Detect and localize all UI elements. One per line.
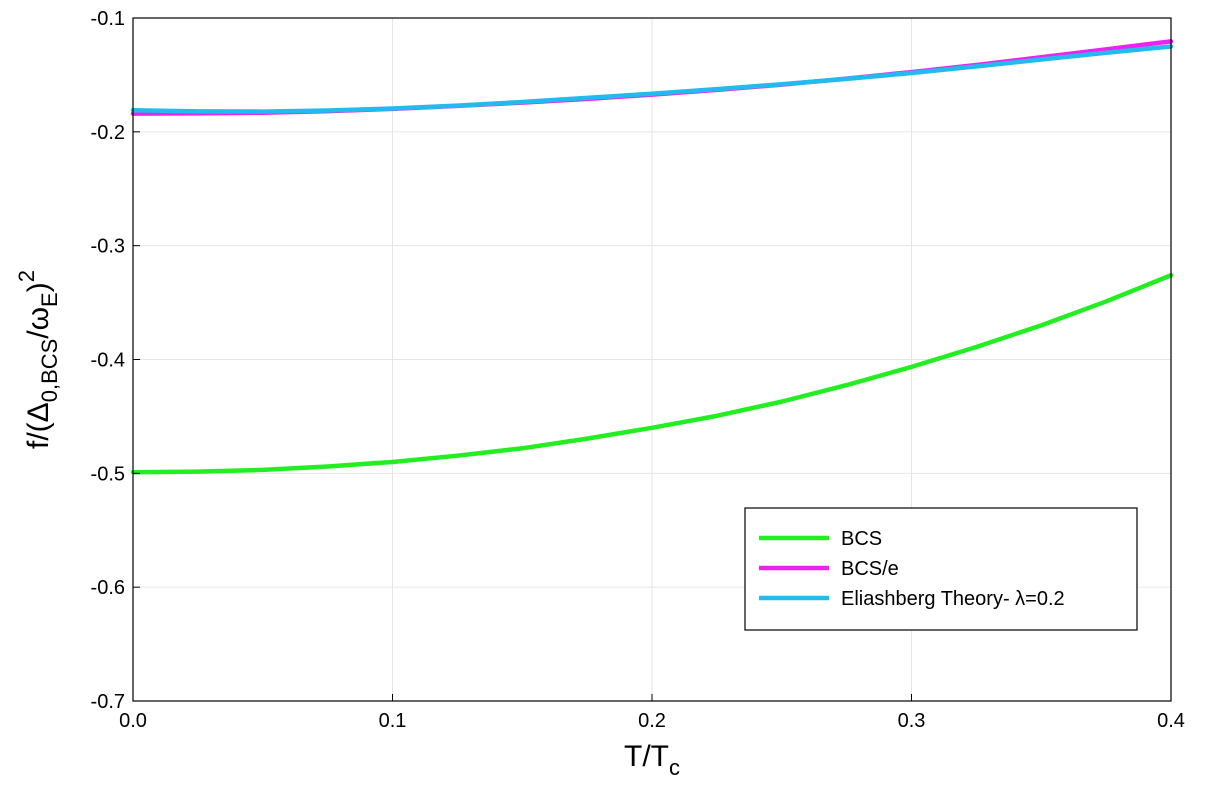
y-axis-title-delta: Δ (22, 402, 55, 422)
y-axis-title-mid: /ω (22, 307, 55, 339)
y-tick-label: -0.4 (91, 350, 125, 372)
y-tick-label: -0.1 (91, 8, 125, 30)
series-line-0 (130, 273, 1174, 475)
y-axis-title: f/(Δ0,BCS/ωE)2 (14, 270, 62, 449)
series-line-2 (130, 44, 1174, 114)
x-tick-label: 0.2 (638, 710, 666, 732)
y-tick-label: -0.7 (91, 691, 125, 713)
x-tick-label: 0.1 (379, 710, 407, 732)
y-axis-title-prefix: f/( (22, 422, 55, 449)
x-axis-title-main: T/T (624, 740, 669, 773)
x-tick-label: 0.4 (1157, 710, 1185, 732)
x-axis-title-subscript: c (669, 755, 680, 780)
x-tick-label: 0.3 (898, 710, 926, 732)
y-axis-title-sub1: 0,BCS (37, 339, 62, 403)
legend-label-1: BCS/e (841, 558, 899, 580)
x-tick-label: 0.0 (119, 710, 147, 732)
y-axis-title-sub2: E (37, 292, 62, 307)
y-axis-title-superscript: 2 (14, 270, 39, 282)
y-axis-title-close: ) (22, 282, 55, 292)
legend-label-2: Eliashberg Theory- λ=0.2 (841, 588, 1065, 610)
y-tick-label: -0.5 (91, 463, 125, 485)
y-tick-label: -0.2 (91, 122, 125, 144)
legend-label-0: BCS (841, 528, 882, 550)
y-tick-label: -0.3 (91, 236, 125, 258)
y-tick-label: -0.6 (91, 577, 125, 599)
series-lines (130, 39, 1174, 475)
legend: BCS BCS/e Eliashberg Theory- λ=0.2 (744, 507, 1138, 631)
x-axis-title: T/Tc (624, 740, 680, 780)
axis-ticks: 0.0 0.1 0.2 0.3 0.4 -0.7 -0.6 -0.5 -0.4 -0.3 -0.2 -… (91, 8, 1185, 732)
